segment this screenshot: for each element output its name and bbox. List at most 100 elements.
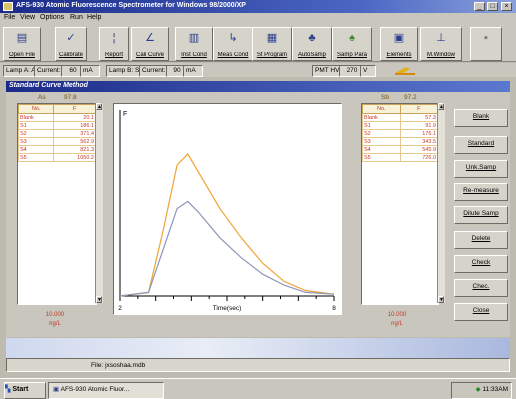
left-header-value: 97.8 bbox=[64, 94, 77, 101]
windows-logo-icon: ▚ bbox=[5, 386, 11, 393]
decorative-band bbox=[6, 338, 510, 358]
child-window-title: Standard Curve Method bbox=[9, 82, 88, 89]
re-measure-button[interactable]: Re-measure bbox=[454, 183, 508, 201]
dilute-sample-button[interactable]: Dilute Samp bbox=[454, 206, 508, 224]
tray-icon: ◆ bbox=[475, 386, 481, 393]
curve-icon: ∠ bbox=[145, 32, 155, 44]
table-row[interactable]: S4 821.3 bbox=[17, 145, 96, 154]
left-col-f: F bbox=[53, 104, 96, 114]
st-program-button[interactable]: ▦ St Program bbox=[252, 27, 292, 61]
x-tick-label: 8 bbox=[332, 305, 336, 312]
report-button[interactable]: ¦ Report bbox=[99, 27, 129, 61]
signal-curve bbox=[119, 153, 335, 297]
current-a-label: Current: bbox=[34, 65, 64, 77]
elements-button[interactable]: ▣ Elements bbox=[380, 27, 418, 61]
folder-icon: ▤ bbox=[16, 32, 28, 44]
table-row[interactable]: S5 726.0 bbox=[362, 153, 438, 162]
scroll-up-arrow[interactable]: ▲ bbox=[96, 103, 102, 110]
right-result-value: 10.000 bbox=[387, 312, 407, 318]
m-window-button[interactable]: ⊥ M.Window bbox=[420, 27, 462, 61]
pmt-hv-label: PMT HV: bbox=[312, 65, 342, 77]
file-status-bar: File: jxsoshaa.mdb bbox=[6, 358, 510, 372]
left-result-value: 10.000 bbox=[45, 312, 65, 318]
table-row[interactable]: Blank 57.3 bbox=[362, 113, 438, 122]
calibrate-button[interactable]: ✓ Calibrate bbox=[55, 27, 87, 61]
fluorescence-signal-plot: F Time(sec) 2 8 bbox=[113, 103, 342, 315]
taskbar-app-button[interactable]: ▣ AFS-930 Atomic Fluor... bbox=[48, 382, 164, 399]
signal-chart: F Time(sec) 2 8 bbox=[118, 110, 336, 312]
y-axis-label: F bbox=[123, 111, 127, 118]
current-a-unit: mA bbox=[80, 65, 100, 77]
title-bar: AFS-930 Atomic Fluorescence Spectrometer… bbox=[0, 0, 516, 13]
system-tray: ◆ 11:33AM bbox=[451, 382, 512, 399]
close-panel-button[interactable]: Close bbox=[454, 303, 508, 321]
current-b-unit: mA bbox=[183, 65, 203, 77]
scroll-down-arrow[interactable]: ▼ bbox=[438, 296, 444, 303]
close-button[interactable]: × bbox=[501, 2, 512, 11]
file-status: File: jxsoshaa.mdb bbox=[91, 362, 145, 369]
x-tick-label: 2 bbox=[118, 305, 122, 312]
table-row[interactable]: Blank 20.1 bbox=[17, 113, 96, 122]
elements-icon: ▣ bbox=[393, 32, 405, 44]
file-name: jxsoshaa.mdb bbox=[105, 362, 146, 369]
unknown-sample-button[interactable]: Unk.Samp bbox=[454, 160, 508, 178]
meas-cond-button[interactable]: ↳ Meas Cond bbox=[213, 27, 253, 61]
report-icon: ¦ bbox=[112, 32, 116, 44]
menu-view[interactable]: View bbox=[20, 14, 36, 21]
toolbar: ▤ Open File ✓ Calibrate ¦ Report ∠ Cali … bbox=[0, 24, 516, 62]
menu-options[interactable]: Options bbox=[40, 14, 65, 21]
minimize-button[interactable]: _ bbox=[474, 2, 485, 11]
calibrate-icon: ✓ bbox=[66, 32, 76, 44]
menu-file[interactable]: File bbox=[4, 14, 16, 21]
left-col-no: No. bbox=[17, 104, 55, 114]
file-label: File: bbox=[91, 362, 104, 369]
instrument-icon: ▥ bbox=[188, 32, 200, 44]
menu-run[interactable]: Run bbox=[70, 14, 83, 21]
table-row[interactable]: S2 176.1 bbox=[362, 129, 438, 138]
right-standards-table[interactable]: No. F Blank 57.3 S1 91.9 S2 176.1 S3 343.5 S… bbox=[361, 103, 439, 305]
samp-para-button[interactable]: ♠ Samp Para bbox=[332, 27, 372, 61]
lamp-b-label: Lamp B: Sb bbox=[106, 65, 143, 77]
scroll-up-arrow[interactable]: ▲ bbox=[438, 103, 444, 110]
table-row[interactable]: S1 91.9 bbox=[362, 121, 438, 130]
left-table-scrollbar[interactable]: ▲ ▼ bbox=[95, 103, 103, 303]
table-row[interactable]: S3 562.9 bbox=[17, 137, 96, 146]
exit-button[interactable]: ▪ bbox=[470, 27, 502, 61]
maximize-button[interactable]: □ bbox=[487, 2, 498, 11]
measure-icon: ↳ bbox=[228, 32, 238, 44]
menu-help[interactable]: Help bbox=[87, 14, 102, 21]
left-element-label: As bbox=[38, 94, 46, 101]
window-icon: ⊥ bbox=[436, 32, 446, 44]
check-button[interactable]: Check bbox=[454, 255, 508, 273]
clock: 11:33AM bbox=[482, 386, 508, 393]
table-row[interactable]: S5 1050.2 bbox=[17, 153, 96, 162]
left-result-unit: ng/L bbox=[49, 321, 61, 327]
right-col-no: No. bbox=[362, 104, 401, 114]
app-taskbar-icon: ▣ bbox=[53, 386, 60, 393]
lamp-indicator-icon bbox=[395, 67, 415, 75]
autosampler-icon: ♣ bbox=[308, 32, 316, 44]
program-icon: ▦ bbox=[266, 32, 278, 44]
start-button[interactable]: ▚ Start bbox=[4, 382, 46, 399]
cali-curve-button[interactable]: ∠ Cali Curve bbox=[131, 27, 169, 61]
table-row[interactable]: S1 186.1 bbox=[17, 121, 96, 130]
right-table-scrollbar[interactable]: ▲ ▼ bbox=[437, 103, 445, 303]
standard-button[interactable]: Standard bbox=[454, 136, 508, 154]
blank-button[interactable]: Blank bbox=[454, 109, 508, 127]
left-standards-table[interactable]: No. F Blank 20.1 S1 186.1 S2 371.4 S3 562.9 … bbox=[17, 103, 97, 305]
table-row[interactable]: S4 545.9 bbox=[362, 145, 438, 154]
pmt-hv-unit: V bbox=[360, 65, 376, 77]
lamp-a-label: Lamp A: As bbox=[3, 65, 39, 77]
scroll-down-arrow[interactable]: ▼ bbox=[96, 296, 102, 303]
x-axis-label: Time(sec) bbox=[213, 305, 242, 312]
delete-button[interactable]: Delete bbox=[454, 231, 508, 249]
autosamp-button[interactable]: ♣ AutoSamp bbox=[292, 27, 332, 61]
check-standard-button[interactable]: Chec. bbox=[454, 279, 508, 297]
inst-cond-button[interactable]: ▥ Inst Cond bbox=[175, 27, 213, 61]
right-header-value: 97.2 bbox=[404, 94, 417, 101]
open-file-button[interactable]: ▤ Open File bbox=[3, 27, 41, 61]
exit-icon: ▪ bbox=[484, 32, 488, 44]
table-row[interactable]: S3 343.5 bbox=[362, 137, 438, 146]
table-row[interactable]: S2 371.4 bbox=[17, 129, 96, 138]
window-title: AFS-930 Atomic Fluorescence Spectrometer… bbox=[16, 2, 246, 9]
